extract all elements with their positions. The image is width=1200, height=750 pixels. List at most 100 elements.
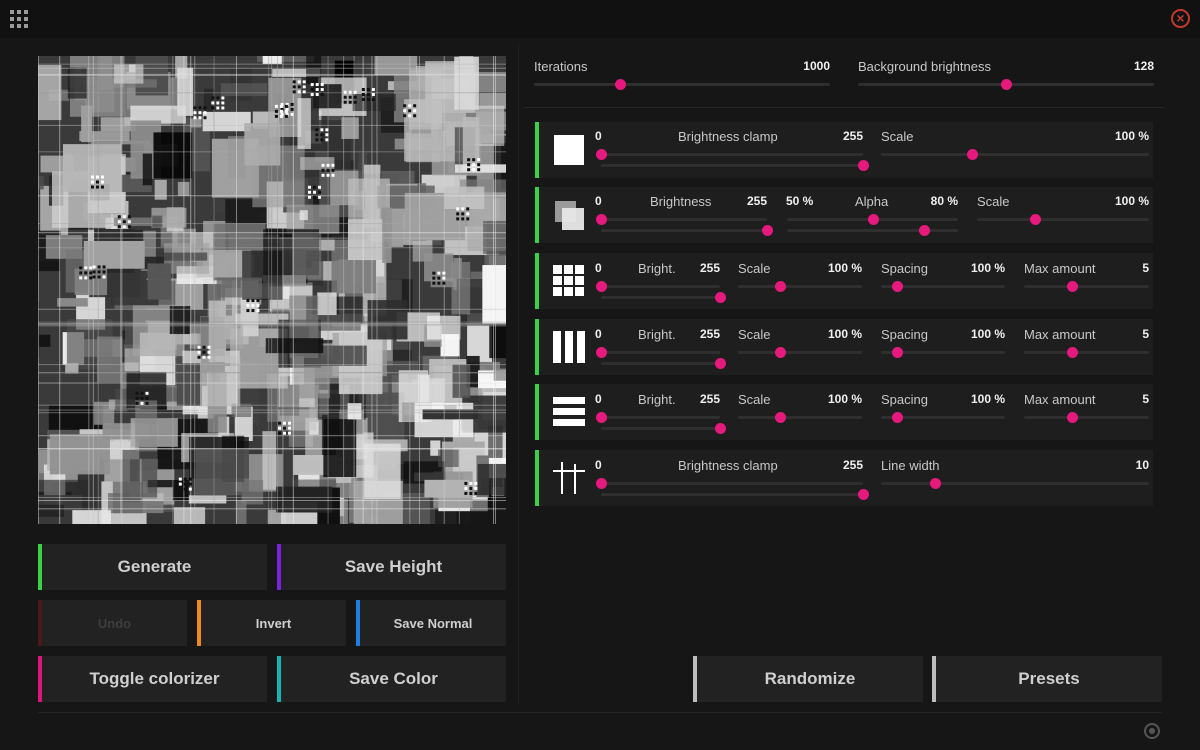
layer-horizontal-bars[interactable]: 0 Bright. 255 Scale 100 % Spacing 100 % …	[535, 384, 1153, 440]
max-amount-slider-thumb[interactable]	[1066, 412, 1078, 423]
brightness-clamp-high-slider[interactable]	[601, 160, 869, 171]
max-amount-slider[interactable]	[1024, 281, 1149, 292]
brightness-clamp-low-slider[interactable]	[596, 149, 863, 160]
grid-menu-icon[interactable]	[10, 10, 28, 28]
brightness-clamp-high-slider[interactable]	[601, 489, 869, 500]
bright-low-thumb[interactable]	[596, 281, 607, 292]
title-bar: ×	[0, 0, 1200, 38]
spacing-slider-thumb[interactable]	[892, 412, 904, 423]
max-amount-slider[interactable]	[1024, 347, 1149, 358]
scale-slider[interactable]	[881, 149, 1149, 160]
layer-overlap-squares[interactable]: 0 Brightness 255 50 % Alpha 80 % Scale 1…	[535, 187, 1153, 243]
bright-low-thumb[interactable]	[596, 412, 607, 423]
brightness-high-thumb[interactable]	[762, 225, 773, 236]
save-normal-button[interactable]: Save Normal	[356, 600, 506, 646]
spacing-slider[interactable]	[881, 347, 1005, 358]
max-amount-slider[interactable]	[1024, 412, 1149, 423]
brightness-clamp-high-thumb[interactable]	[858, 160, 869, 171]
line-width-slider-thumb[interactable]	[929, 478, 941, 489]
target-icon[interactable]	[1144, 723, 1160, 739]
spacing-slider[interactable]	[881, 412, 1005, 423]
layer-lines[interactable]: 0 Brightness clamp 255 Line width 10	[535, 450, 1153, 506]
bright-high-slider[interactable]	[601, 292, 726, 303]
background-brightness-value: 128	[1133, 59, 1154, 73]
scale-slider[interactable]	[738, 347, 862, 358]
layer-squares[interactable]: 0 Brightness clamp 255 Scale 100 %	[535, 122, 1153, 178]
iterations-slider[interactable]	[534, 79, 830, 90]
bright-high-thumb[interactable]	[715, 292, 726, 303]
square-icon	[551, 132, 587, 168]
toggle-colorizer-button[interactable]: Toggle colorizer	[38, 656, 267, 702]
scale-slider[interactable]	[738, 281, 862, 292]
horizontal-bars-icon	[551, 394, 587, 430]
scale-slider-thumb[interactable]	[775, 281, 787, 292]
brightness-clamp-low-thumb[interactable]	[596, 149, 607, 160]
max-amount-slider-thumb[interactable]	[1066, 281, 1078, 292]
max-amount-value: 5	[1142, 392, 1149, 406]
spacing-value: 100 %	[970, 261, 1005, 275]
bright-low-slider[interactable]	[596, 347, 720, 358]
scale-slider-thumb[interactable]	[775, 412, 787, 423]
alpha-low-thumb[interactable]	[867, 214, 879, 225]
layer-grid-squares[interactable]: 0 Bright. 255 Scale 100 % Spacing 100 % …	[535, 253, 1153, 309]
brightness-low-slider[interactable]	[596, 214, 767, 225]
presets-button[interactable]: Presets	[932, 656, 1162, 702]
scale-slider-thumb[interactable]	[775, 347, 787, 358]
scale-value: 100 %	[827, 392, 862, 406]
max-amount-value: 5	[1142, 327, 1149, 341]
max-amount-slider-thumb[interactable]	[1066, 347, 1078, 358]
max-amount-label: Max amount	[1024, 261, 1096, 276]
bright-high-slider[interactable]	[601, 423, 726, 434]
bright-label: Bright.	[638, 327, 676, 342]
spacing-value: 100 %	[970, 327, 1005, 341]
iterations-slider-thumb[interactable]	[614, 79, 626, 90]
panel-divider	[518, 44, 519, 704]
scale-label: Scale	[738, 261, 771, 276]
layer-vertical-bars[interactable]: 0 Bright. 255 Scale 100 % Spacing 100 % …	[535, 319, 1153, 375]
brightness-clamp-low-slider[interactable]	[596, 478, 863, 489]
line-width-value: 10	[1135, 458, 1149, 472]
brightness-high-slider[interactable]	[601, 225, 773, 236]
spacing-value: 100 %	[970, 392, 1005, 406]
spacing-label: Spacing	[881, 392, 928, 407]
invert-button[interactable]: Invert	[197, 600, 346, 646]
background-brightness-slider-thumb[interactable]	[1001, 79, 1012, 90]
save-height-button[interactable]: Save Height	[277, 544, 506, 590]
bright-label: Bright.	[638, 392, 676, 407]
bright-high-slider[interactable]	[601, 358, 726, 369]
bright-max: 255	[699, 392, 720, 406]
bright-low-thumb[interactable]	[596, 347, 607, 358]
background-brightness-slider[interactable]	[858, 79, 1154, 90]
save-color-button[interactable]: Save Color	[277, 656, 506, 702]
bright-low-slider[interactable]	[596, 412, 720, 423]
brightness-clamp-max: 255	[842, 458, 863, 472]
alpha-max: 80 %	[930, 194, 958, 208]
bright-high-thumb[interactable]	[715, 358, 726, 369]
background-brightness-label: Background brightness	[858, 59, 991, 74]
randomize-button[interactable]: Randomize	[693, 656, 923, 702]
line-width-slider[interactable]	[881, 478, 1149, 489]
scale-slider[interactable]	[738, 412, 862, 423]
scale-slider[interactable]	[977, 214, 1149, 225]
close-icon[interactable]: ×	[1171, 9, 1190, 28]
bright-high-thumb[interactable]	[715, 423, 726, 434]
brightness-low-thumb[interactable]	[596, 214, 607, 225]
brightness-clamp-low-thumb[interactable]	[596, 478, 607, 489]
alpha-high-thumb[interactable]	[918, 225, 930, 236]
spacing-slider[interactable]	[881, 281, 1005, 292]
brightness-clamp-max: 255	[842, 129, 863, 143]
bright-low-slider[interactable]	[596, 281, 720, 292]
generate-button[interactable]: Generate	[38, 544, 267, 590]
scale-slider-thumb[interactable]	[1030, 214, 1042, 225]
scale-label: Scale	[977, 194, 1010, 209]
scale-slider-thumb[interactable]	[967, 149, 979, 160]
spacing-slider-thumb[interactable]	[892, 347, 904, 358]
spacing-slider-thumb[interactable]	[892, 281, 904, 292]
footer-divider	[38, 712, 1162, 713]
alpha-high-slider[interactable]	[787, 225, 958, 236]
line-width-label: Line width	[881, 458, 940, 473]
alpha-low-slider[interactable]	[787, 214, 958, 225]
undo-button[interactable]: Undo	[38, 600, 187, 646]
brightness-clamp-high-thumb[interactable]	[858, 489, 869, 500]
brightness-min: 0	[595, 194, 602, 208]
